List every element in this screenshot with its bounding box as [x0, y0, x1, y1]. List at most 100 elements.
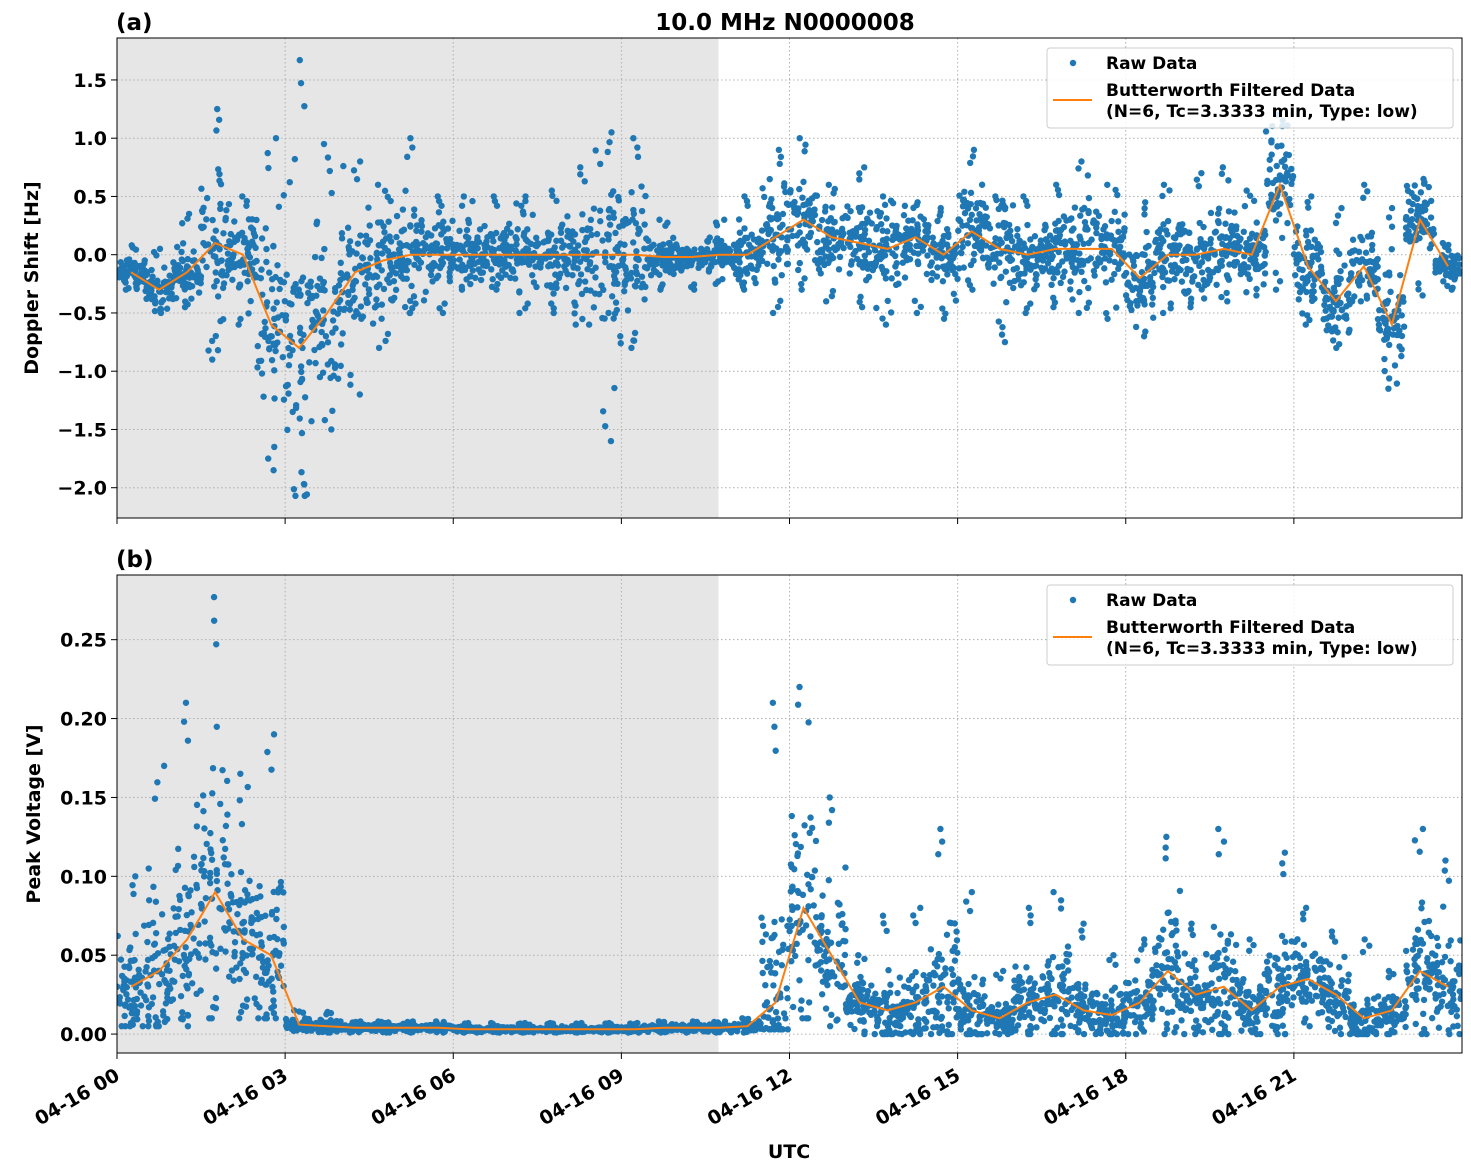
raw-point — [177, 926, 184, 934]
raw-point — [799, 194, 806, 201]
raw-point — [507, 274, 514, 282]
raw-point — [1417, 189, 1425, 196]
raw-point-extreme — [517, 1028, 524, 1036]
raw-point — [900, 251, 907, 259]
raw-point-extreme — [1159, 309, 1167, 317]
raw-point — [286, 352, 294, 359]
raw-point — [1200, 276, 1207, 284]
raw-point — [1093, 229, 1100, 237]
raw-point-extreme — [772, 747, 779, 754]
raw-point — [1183, 256, 1190, 264]
raw-point-extreme — [1246, 192, 1254, 199]
raw-point — [744, 234, 751, 242]
raw-point — [579, 226, 586, 234]
raw-point — [1126, 302, 1134, 310]
raw-point — [839, 230, 847, 238]
raw-point — [1328, 307, 1336, 314]
raw-point — [1168, 268, 1176, 275]
raw-point — [597, 160, 604, 168]
raw-point — [256, 931, 264, 938]
raw-point — [357, 303, 365, 310]
raw-point — [329, 317, 337, 324]
raw-point — [876, 213, 883, 220]
raw-point — [805, 881, 812, 888]
raw-point-extreme — [271, 443, 278, 451]
raw-point — [641, 221, 648, 228]
raw-point — [524, 255, 531, 262]
raw-point-extreme — [549, 192, 556, 199]
raw-point — [225, 906, 233, 913]
raw-point — [638, 273, 646, 280]
raw-point-extreme — [489, 1028, 497, 1036]
raw-point — [1165, 277, 1173, 284]
raw-point — [1096, 259, 1104, 266]
raw-point — [1045, 254, 1053, 262]
raw-point — [929, 270, 936, 277]
raw-point-extreme — [439, 309, 447, 317]
raw-point — [1260, 281, 1267, 288]
raw-point — [208, 856, 216, 863]
raw-point-extreme — [160, 762, 168, 770]
raw-point-extreme — [1441, 243, 1449, 250]
raw-point — [206, 874, 214, 881]
raw-point — [960, 196, 968, 203]
raw-point — [577, 258, 584, 265]
raw-point — [199, 792, 207, 799]
raw-point — [356, 262, 364, 270]
raw-point — [1201, 282, 1208, 289]
raw-point-extreme — [887, 309, 895, 316]
raw-point — [835, 266, 843, 273]
raw-point-extreme — [544, 1020, 551, 1028]
raw-point — [811, 939, 818, 946]
raw-point — [1169, 246, 1177, 253]
raw-point — [919, 247, 927, 254]
raw-point — [276, 285, 283, 293]
raw-point — [562, 284, 570, 292]
raw-point — [1341, 262, 1348, 269]
raw-point — [896, 236, 904, 243]
raw-point — [799, 1015, 806, 1022]
raw-point — [1296, 282, 1303, 290]
raw-point — [1227, 242, 1234, 249]
raw-point-extreme — [1132, 323, 1140, 331]
raw-point — [335, 299, 342, 306]
raw-point — [236, 282, 244, 289]
raw-point — [417, 221, 425, 228]
raw-point — [961, 209, 969, 217]
raw-point — [162, 1000, 170, 1007]
raw-point — [995, 318, 1002, 325]
raw-point — [320, 307, 327, 314]
raw-point — [1397, 271, 1404, 279]
raw-point — [816, 946, 824, 954]
raw-point — [1347, 298, 1354, 305]
raw-point — [379, 250, 386, 257]
raw-point — [572, 302, 579, 309]
raw-point — [362, 232, 370, 240]
raw-point — [373, 296, 380, 303]
raw-point — [256, 1004, 263, 1011]
raw-point — [352, 278, 360, 285]
raw-point — [733, 245, 740, 253]
raw-point — [982, 242, 990, 249]
raw-point — [577, 271, 585, 278]
raw-point — [251, 995, 258, 1002]
raw-point — [829, 254, 837, 262]
raw-point — [1106, 257, 1113, 264]
raw-point — [489, 276, 496, 283]
raw-point — [403, 242, 411, 249]
raw-point — [996, 259, 1003, 266]
raw-point — [1365, 258, 1372, 266]
raw-point — [814, 238, 821, 246]
raw-point — [1299, 274, 1306, 282]
raw-point-extreme — [235, 321, 242, 328]
raw-point — [1307, 227, 1315, 234]
raw-point — [1451, 258, 1458, 266]
raw-point — [1270, 205, 1277, 213]
raw-point — [365, 290, 373, 298]
raw-point — [337, 341, 345, 348]
raw-point — [1432, 257, 1440, 265]
raw-point — [1246, 235, 1254, 242]
raw-point — [960, 264, 967, 271]
raw-point-extreme — [714, 1019, 722, 1026]
raw-point — [212, 950, 220, 957]
